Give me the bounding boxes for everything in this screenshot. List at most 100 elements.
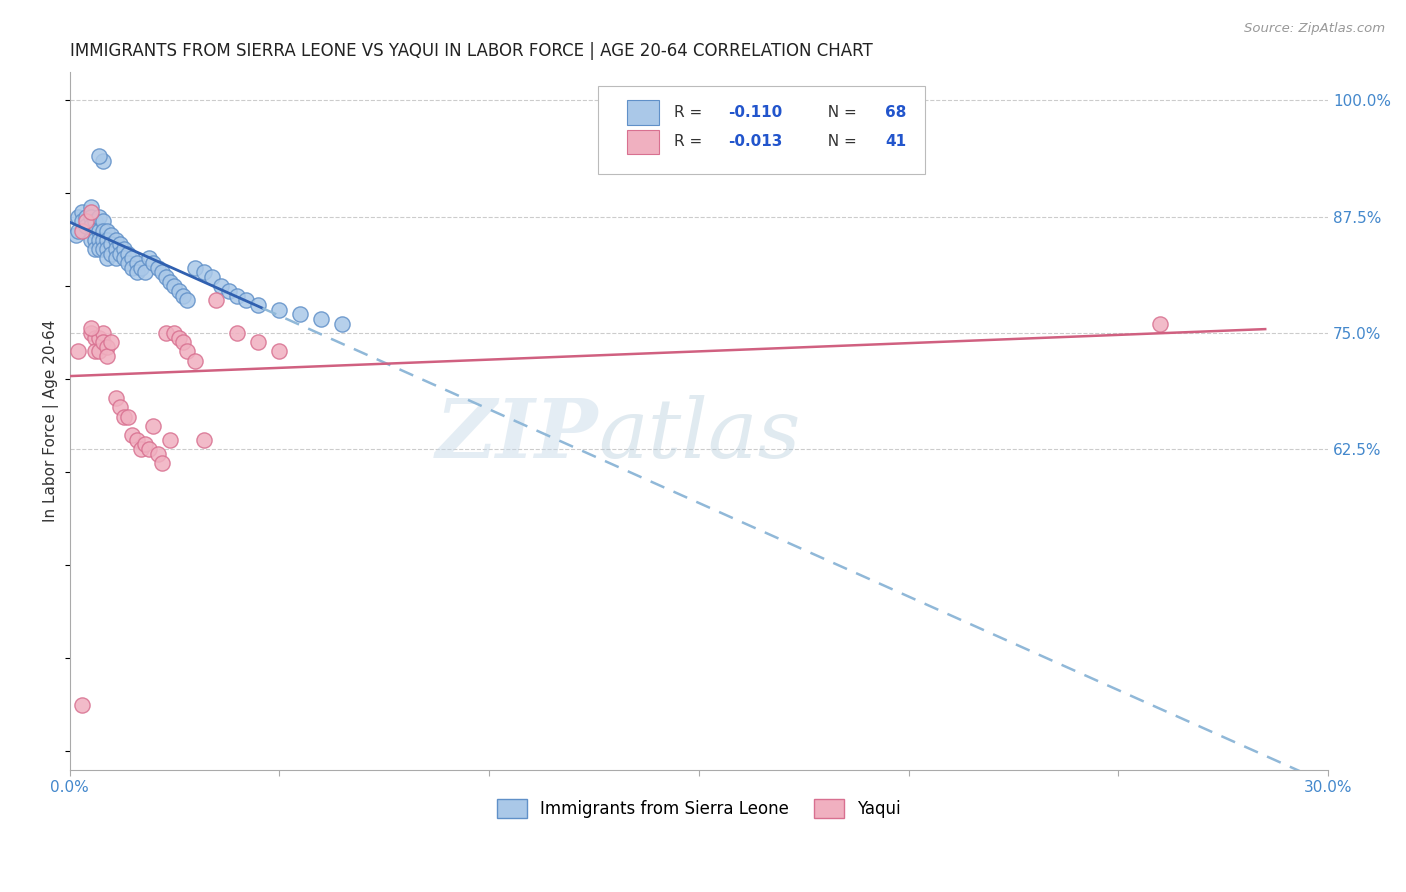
Point bbox=[79, 326, 101, 340]
Point bbox=[1149, 317, 1171, 331]
Point bbox=[75, 219, 97, 233]
Point bbox=[193, 433, 215, 447]
Point bbox=[79, 219, 101, 233]
Point bbox=[108, 401, 131, 415]
Text: ZIP: ZIP bbox=[436, 395, 598, 475]
Text: -0.013: -0.013 bbox=[728, 135, 782, 149]
Point bbox=[155, 326, 177, 340]
Point bbox=[176, 293, 198, 308]
Point bbox=[247, 298, 270, 312]
Point bbox=[138, 252, 160, 266]
Text: -0.110: -0.110 bbox=[728, 105, 782, 120]
Point bbox=[87, 344, 110, 359]
Legend: Immigrants from Sierra Leone, Yaqui: Immigrants from Sierra Leone, Yaqui bbox=[491, 792, 908, 824]
Point bbox=[112, 252, 135, 266]
Point bbox=[117, 256, 139, 270]
Point bbox=[100, 237, 122, 252]
Point bbox=[159, 275, 181, 289]
Point bbox=[70, 698, 93, 712]
Text: N =: N = bbox=[818, 135, 862, 149]
Point bbox=[150, 456, 173, 470]
Point bbox=[104, 242, 127, 256]
Point bbox=[205, 293, 228, 308]
Point bbox=[83, 242, 105, 256]
Point bbox=[96, 349, 118, 363]
Point bbox=[134, 265, 156, 279]
Point bbox=[66, 344, 89, 359]
Point bbox=[112, 242, 135, 256]
Point bbox=[108, 247, 131, 261]
Point bbox=[104, 252, 127, 266]
Point bbox=[91, 214, 114, 228]
Point bbox=[142, 418, 165, 433]
Point bbox=[87, 223, 110, 237]
Point bbox=[121, 428, 143, 442]
Text: Source: ZipAtlas.com: Source: ZipAtlas.com bbox=[1244, 22, 1385, 36]
FancyBboxPatch shape bbox=[598, 87, 925, 174]
Text: atlas: atlas bbox=[598, 395, 800, 475]
Point bbox=[75, 210, 97, 224]
Point bbox=[79, 233, 101, 247]
Point bbox=[87, 210, 110, 224]
Point bbox=[209, 279, 232, 293]
Point bbox=[79, 210, 101, 224]
Point bbox=[87, 233, 110, 247]
Point bbox=[121, 252, 143, 266]
Point bbox=[104, 391, 127, 405]
Point bbox=[83, 344, 105, 359]
FancyBboxPatch shape bbox=[627, 129, 658, 154]
Point bbox=[91, 242, 114, 256]
Point bbox=[134, 437, 156, 451]
Point bbox=[65, 228, 87, 243]
Point bbox=[269, 302, 291, 317]
Point bbox=[96, 233, 118, 247]
Point bbox=[125, 433, 148, 447]
Point bbox=[184, 353, 207, 368]
Point bbox=[142, 256, 165, 270]
Point bbox=[91, 153, 114, 168]
Point bbox=[96, 340, 118, 354]
Point bbox=[66, 210, 89, 224]
Point bbox=[146, 260, 169, 275]
Point bbox=[226, 288, 249, 302]
Point bbox=[172, 335, 194, 350]
Point bbox=[91, 223, 114, 237]
Point bbox=[117, 409, 139, 424]
Point bbox=[83, 214, 105, 228]
Point bbox=[66, 223, 89, 237]
Point bbox=[91, 233, 114, 247]
Point bbox=[146, 447, 169, 461]
Point bbox=[309, 312, 332, 326]
Point bbox=[163, 326, 186, 340]
Point bbox=[163, 279, 186, 293]
Point bbox=[87, 149, 110, 163]
Point bbox=[117, 247, 139, 261]
Point bbox=[104, 233, 127, 247]
Point bbox=[79, 205, 101, 219]
Point bbox=[79, 321, 101, 335]
Point bbox=[159, 433, 181, 447]
Point bbox=[75, 214, 97, 228]
Point bbox=[167, 284, 190, 298]
Point bbox=[70, 205, 93, 219]
Text: 41: 41 bbox=[886, 135, 907, 149]
Point bbox=[167, 330, 190, 344]
Point bbox=[83, 233, 105, 247]
Point bbox=[79, 200, 101, 214]
Point bbox=[70, 214, 93, 228]
Text: IMMIGRANTS FROM SIERRA LEONE VS YAQUI IN LABOR FORCE | AGE 20-64 CORRELATION CHA: IMMIGRANTS FROM SIERRA LEONE VS YAQUI IN… bbox=[69, 42, 872, 60]
Point bbox=[125, 265, 148, 279]
Text: R =: R = bbox=[673, 135, 707, 149]
Point bbox=[96, 223, 118, 237]
Point bbox=[100, 228, 122, 243]
Point bbox=[201, 270, 224, 285]
Point bbox=[83, 330, 105, 344]
Point bbox=[184, 260, 207, 275]
Text: R =: R = bbox=[673, 105, 707, 120]
Point bbox=[176, 344, 198, 359]
Text: 68: 68 bbox=[886, 105, 907, 120]
Point bbox=[87, 330, 110, 344]
Point bbox=[112, 409, 135, 424]
Point bbox=[290, 307, 312, 321]
Point bbox=[87, 242, 110, 256]
